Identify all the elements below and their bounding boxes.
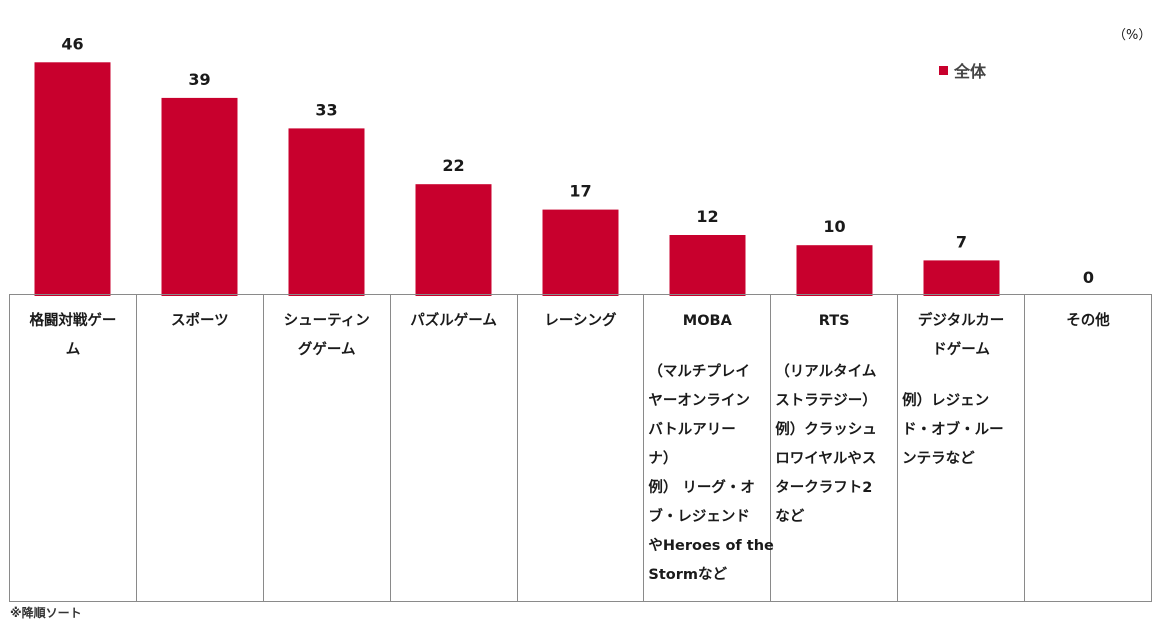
category-cell-7: デジタルカー ドゲーム例）レジェン ド・オブ・ルー ンテラなど xyxy=(897,294,1025,602)
category-cell-3: パズルゲーム xyxy=(389,294,518,602)
data-label-1: 39 xyxy=(188,70,210,89)
category-table: 格闘対戦ゲーム スポーツ シューティン グゲーム パズルゲーム レーシング MOBA （マルチ… xyxy=(9,294,1152,602)
bar-6 xyxy=(796,245,873,296)
category-name-line: その他 xyxy=(1066,313,1110,329)
category-name-line: ドゲーム xyxy=(932,342,990,358)
legend: 全体 xyxy=(939,58,986,82)
data-label-5: 12 xyxy=(696,207,718,226)
category-cell-2: シューティン グゲーム xyxy=(262,294,391,602)
category-name: シューティン グゲーム xyxy=(268,307,386,365)
category-note-line: ストラテジー） xyxy=(775,393,877,409)
category-note-line: 例） リーグ・オ xyxy=(648,480,755,496)
category-note-line: ンテラなど xyxy=(902,451,975,467)
category-note-line: ナ） xyxy=(648,451,678,467)
data-label-8: 0 xyxy=(1083,268,1094,287)
category-note-line: 例）クラッシュ xyxy=(775,422,877,438)
category-note: （リアルタイム ストラテジー） 例）クラッシュ ロワイヤルやス タークラフト2 など xyxy=(775,358,893,532)
data-label-7: 7 xyxy=(956,232,967,251)
category-name-line: デジタルカー xyxy=(917,313,1005,329)
unit-label: （%） xyxy=(1113,28,1152,43)
category-note-line: ヤーオンライン xyxy=(648,393,750,409)
category-name-line: パズルゲーム xyxy=(410,313,497,329)
category-name-line: RTS xyxy=(818,313,850,329)
category-cell-1: スポーツ xyxy=(135,294,264,602)
category-name: デジタルカー ドゲーム xyxy=(902,307,1020,365)
category-note-line: ブ・レジェンド xyxy=(648,509,750,525)
bar-3 xyxy=(415,184,492,296)
category-cell-0: 格闘対戦ゲーム xyxy=(9,294,137,602)
category-cell-5: MOBA （マルチプレイ ヤーオンライン バトルアリー ナ） 例） リーグ・オ ブ・レジェン… xyxy=(643,294,774,602)
category-note-line: （リアルタイム xyxy=(775,364,877,380)
category-note-line: バトルアリー xyxy=(648,422,736,438)
category-name: RTS xyxy=(775,307,893,336)
category-name: MOBA xyxy=(648,307,766,336)
category-name: レーシング xyxy=(522,307,640,336)
category-name-line: レーシング xyxy=(544,313,617,329)
bar-2 xyxy=(288,128,365,296)
data-label-6: 10 xyxy=(823,217,845,236)
category-name: パズルゲーム xyxy=(395,307,513,336)
legend-label: 全体 xyxy=(954,62,987,81)
bar-1 xyxy=(161,97,238,297)
category-note-line: 例）レジェン xyxy=(902,393,990,409)
category-name-line: シューティン xyxy=(283,313,370,329)
data-label-3: 22 xyxy=(442,156,464,175)
footnote: ※降順ソート xyxy=(10,606,82,620)
bar-chart: 46 39 33 22 17 12 10 7 0 xyxy=(34,34,1094,297)
category-name-line: 格闘対戦ゲー xyxy=(29,313,117,329)
category-name-line: スポーツ xyxy=(170,313,229,329)
category-note-line: （マルチプレイ xyxy=(648,364,750,380)
category-note-line: など xyxy=(775,509,805,525)
category-name-line: グゲーム xyxy=(297,342,356,358)
category-note-line: やHeroes of the xyxy=(648,538,774,554)
category-name: スポーツ xyxy=(141,307,259,336)
category-note-line: タークラフト2 xyxy=(775,480,873,496)
category-note-line: ロワイヤルやス xyxy=(775,451,877,467)
bar-0 xyxy=(34,62,111,296)
legend-swatch xyxy=(939,65,948,75)
category-cell-8: その他 xyxy=(1024,294,1152,602)
data-label-4: 17 xyxy=(569,182,591,201)
category-name-line: MOBA xyxy=(682,313,732,329)
category-name-line: ム xyxy=(65,342,81,358)
category-note: （マルチプレイ ヤーオンライン バトルアリー ナ） 例） リーグ・オ ブ・レジェンドやHe… xyxy=(648,358,774,590)
data-label-2: 33 xyxy=(315,100,337,119)
bar-7 xyxy=(923,260,1000,296)
category-cell-4: レーシング xyxy=(516,294,645,602)
bar-5 xyxy=(669,235,746,296)
category-cell-6: RTS （リアルタイム ストラテジー） 例）クラッシュ ロワイヤルやス タークラフト2 など xyxy=(770,294,899,602)
data-label-0: 46 xyxy=(61,34,83,53)
category-name: 格闘対戦ゲーム xyxy=(14,307,132,365)
category-note-line: Stormなど xyxy=(648,567,727,583)
category-note-line: ド・オブ・ルー xyxy=(902,422,1004,438)
category-name: その他 xyxy=(1029,307,1147,336)
bar-4 xyxy=(542,209,619,296)
category-note: 例）レジェン ド・オブ・ルー ンテラなど xyxy=(902,387,1020,474)
category-row: 格闘対戦ゲーム スポーツ シューティン グゲーム パズルゲーム レーシング MOBA （マルチ… xyxy=(9,294,1152,602)
